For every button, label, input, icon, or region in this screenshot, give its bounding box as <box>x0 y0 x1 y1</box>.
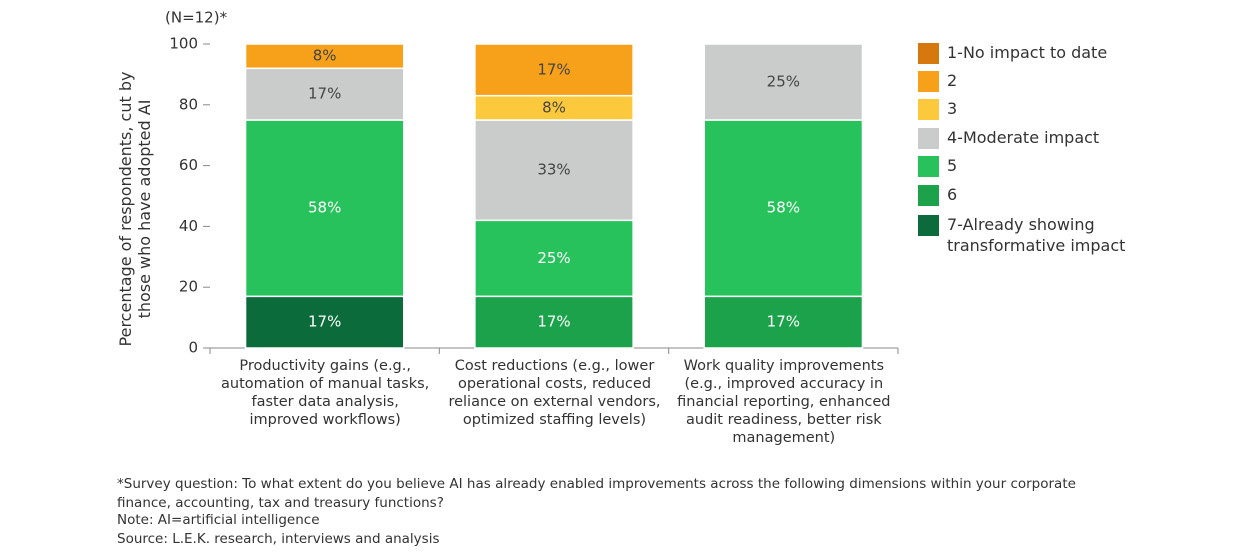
bar-segment <box>703 119 864 298</box>
x-tick-label: Work quality improvements (e.g., improve… <box>677 358 891 446</box>
data-label: 25% <box>537 249 570 267</box>
y-tick-label: 80 <box>179 95 198 113</box>
y-tick-label: 0 <box>188 339 198 357</box>
x-tick-label: Productivity gains (e.g., automation of … <box>221 358 430 428</box>
y-tick-label: 20 <box>179 278 198 296</box>
legend-swatch <box>918 215 939 236</box>
legend-label: 7-Already showing transformative impact <box>947 215 1126 255</box>
subtitle: (N=12)* <box>165 9 228 27</box>
data-label: 17% <box>308 313 341 331</box>
data-label: 25% <box>767 73 800 91</box>
legend-label: 5 <box>947 156 958 175</box>
bar-segment <box>474 119 634 222</box>
bar-segment <box>244 43 405 70</box>
bar-segment <box>474 94 634 121</box>
legend-label: 3 <box>947 99 958 118</box>
legend-label: 6 <box>947 185 958 204</box>
legend-swatch <box>918 156 939 177</box>
data-label: 17% <box>308 85 341 103</box>
bar-segment <box>244 67 405 121</box>
bar-segment <box>474 219 634 298</box>
data-label: 58% <box>767 199 800 217</box>
data-label: 8% <box>542 98 566 116</box>
bar-segment <box>244 295 405 349</box>
y-tick-label: 100 <box>169 35 198 53</box>
x-tick-label: Cost reductions (e.g., lower operational… <box>448 358 661 428</box>
y-tick-label: 60 <box>179 156 198 174</box>
bar-segment <box>244 119 405 298</box>
footnote: Source: L.E.K. research, interviews and … <box>117 531 440 547</box>
legend-label: 1-No impact to date <box>947 43 1108 62</box>
data-label: 17% <box>537 60 570 78</box>
bar-segment <box>703 43 864 121</box>
legend-swatch <box>918 71 939 92</box>
footnote: Note: AI=artificial intelligence <box>117 512 320 528</box>
data-label: 17% <box>767 313 800 331</box>
bar-segment <box>474 43 634 97</box>
data-label: 58% <box>308 199 341 217</box>
legend-label: 4-Moderate impact <box>947 128 1100 147</box>
bar-segment <box>474 295 634 349</box>
legend-swatch <box>918 128 939 149</box>
data-label: 33% <box>537 161 570 179</box>
footnote: *Survey question: To what extent do you … <box>117 476 1076 511</box>
y-axis-label: Percentage of respondents, cut by those … <box>116 71 154 347</box>
legend-swatch <box>918 99 939 120</box>
data-label: 17% <box>537 313 570 331</box>
y-tick-label: 40 <box>179 217 198 235</box>
bar-segment <box>703 295 864 349</box>
data-label: 8% <box>313 47 337 65</box>
legend-swatch <box>918 43 939 64</box>
legend-swatch <box>918 185 939 206</box>
legend-label: 2 <box>947 71 958 90</box>
